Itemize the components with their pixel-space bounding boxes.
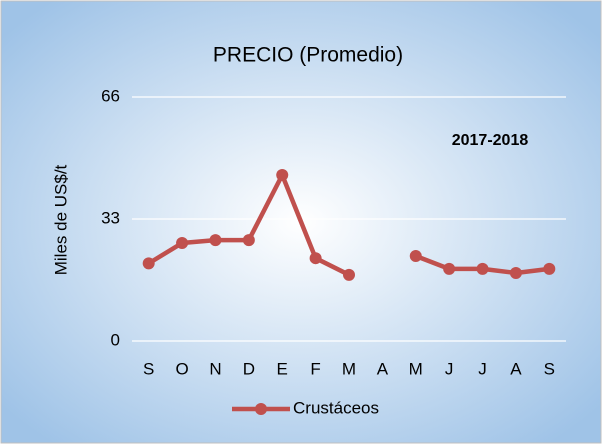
data-point [476, 262, 489, 275]
x-tick-label: J [478, 359, 487, 378]
x-tick-label: F [310, 359, 320, 378]
y-tick-label: 0 [111, 330, 120, 349]
x-tick-label: A [510, 359, 522, 378]
data-point [209, 234, 222, 247]
y-axis-label: Miles de US$/t [51, 164, 70, 275]
x-tick-label: O [175, 359, 188, 378]
x-tick-label: S [143, 359, 154, 378]
y-tick-label: 66 [101, 86, 120, 105]
data-point [276, 169, 289, 182]
x-tick-label: M [409, 359, 423, 378]
data-point [443, 262, 456, 275]
x-tick-label: J [445, 359, 454, 378]
data-point [309, 252, 322, 265]
x-tick-label: D [243, 359, 255, 378]
x-tick-label: S [544, 359, 555, 378]
data-point [142, 257, 155, 270]
data-point [176, 237, 189, 250]
data-point [509, 266, 522, 279]
x-tick-label: E [277, 359, 288, 378]
data-point [543, 262, 556, 275]
legend-label: Crustáceos [293, 398, 379, 417]
chart-title: PRECIO (Promedio) [213, 44, 403, 67]
annotation: 2017-2018 [452, 132, 529, 149]
data-point [409, 249, 422, 262]
data-point [242, 234, 255, 247]
y-tick-label: 33 [101, 208, 120, 227]
data-point [343, 268, 355, 281]
x-tick-label: A [377, 359, 389, 378]
legend-marker [255, 403, 267, 415]
x-tick-label: N [209, 359, 221, 378]
x-tick-label: M [342, 359, 356, 378]
